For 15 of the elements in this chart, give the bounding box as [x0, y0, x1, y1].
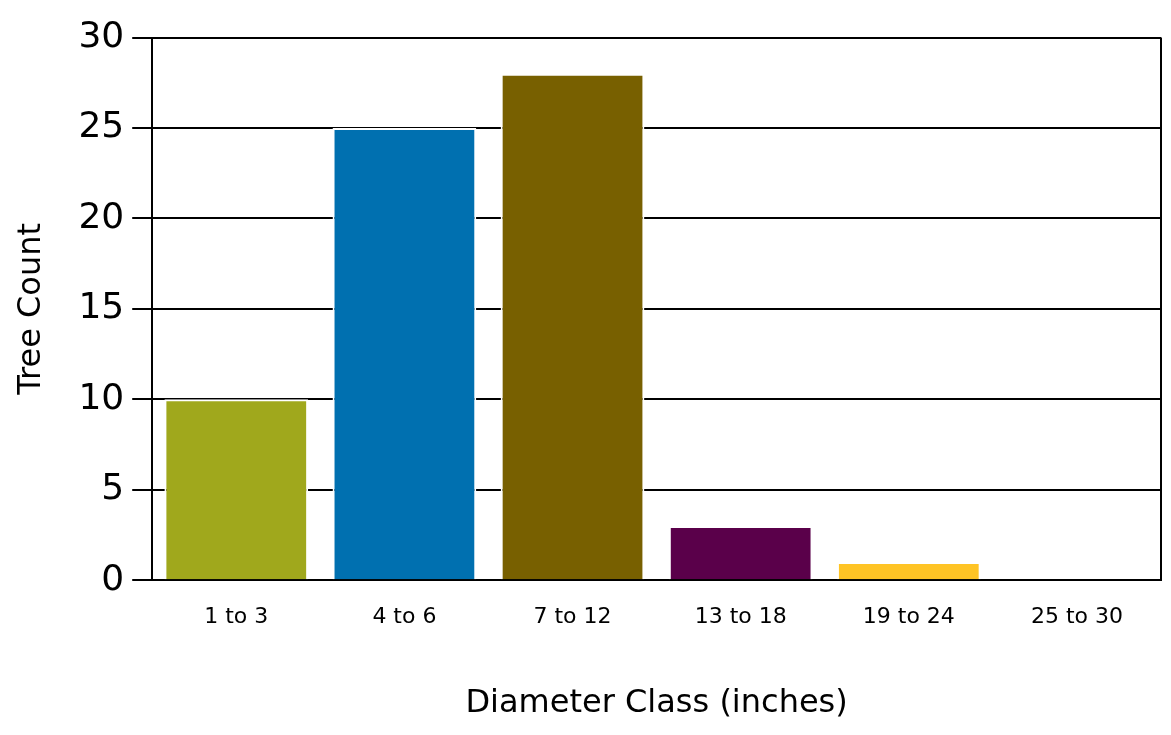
y-tick-label: 20	[78, 194, 125, 236]
y-tick-label: 30	[78, 13, 125, 55]
x-tick-label: 1 to 3	[204, 603, 269, 629]
y-tick-label: 25	[78, 104, 125, 146]
x-tick-label: 4 to 6	[372, 603, 437, 629]
y-tick-label: 15	[78, 285, 125, 327]
y-tick-label: 5	[101, 466, 125, 508]
y-tick-label: 10	[78, 375, 125, 417]
x-tick-label: 13 to 18	[694, 603, 787, 629]
y-tick-label: 0	[101, 556, 125, 598]
x-tick-label: 7 to 12	[533, 603, 612, 629]
x-axis-title: Diameter Class (inches)	[465, 682, 848, 721]
x-tick-label: 19 to 24	[862, 603, 955, 629]
y-axis-title: Tree Count	[9, 222, 48, 396]
x-tick-label: 25 to 30	[1030, 603, 1123, 629]
